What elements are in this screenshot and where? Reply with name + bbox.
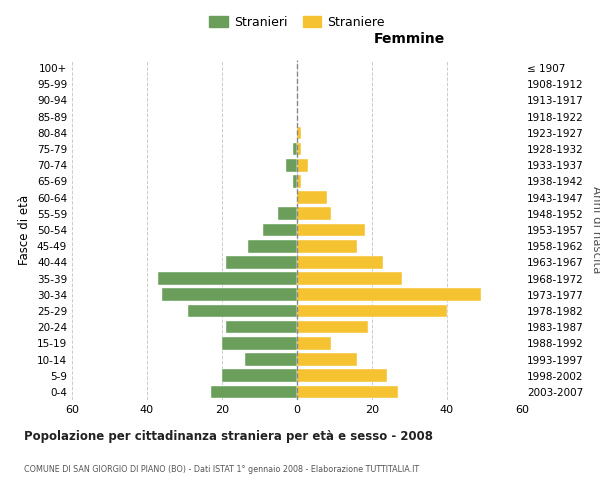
Bar (162, 288, 297, 301)
Bar (297, 337, 331, 349)
Bar (278, 208, 297, 220)
Bar (211, 386, 297, 398)
Bar (158, 272, 297, 285)
Bar (297, 272, 402, 285)
Bar (222, 370, 297, 382)
Y-axis label: Fasce di età: Fasce di età (19, 195, 31, 265)
Bar (222, 337, 297, 349)
Bar (297, 256, 383, 268)
Bar (188, 304, 297, 318)
Bar (297, 288, 481, 301)
Bar (297, 142, 301, 156)
Y-axis label: Anni di nascita: Anni di nascita (590, 186, 600, 274)
Bar (297, 370, 387, 382)
Bar (226, 256, 297, 268)
Text: COMUNE DI SAN GIORGIO DI PIANO (BO) - Dati ISTAT 1° gennaio 2008 - Elaborazione : COMUNE DI SAN GIORGIO DI PIANO (BO) - Da… (24, 465, 419, 474)
Text: Popolazione per cittadinanza straniera per età e sesso - 2008: Popolazione per cittadinanza straniera p… (24, 430, 433, 443)
Bar (297, 224, 365, 236)
Bar (297, 126, 301, 139)
Bar (297, 353, 357, 366)
Bar (293, 142, 297, 156)
Bar (297, 175, 301, 188)
Bar (293, 175, 297, 188)
Bar (286, 159, 297, 172)
Bar (297, 386, 398, 398)
Bar (297, 321, 368, 334)
Bar (245, 353, 297, 366)
Bar (248, 240, 297, 252)
Bar (297, 192, 327, 204)
Text: Femmine: Femmine (374, 32, 445, 46)
Bar (297, 240, 357, 252)
Bar (297, 304, 447, 318)
Bar (297, 208, 331, 220)
Bar (297, 159, 308, 172)
Legend: Stranieri, Straniere: Stranieri, Straniere (205, 12, 389, 32)
Bar (226, 321, 297, 334)
Bar (263, 224, 297, 236)
